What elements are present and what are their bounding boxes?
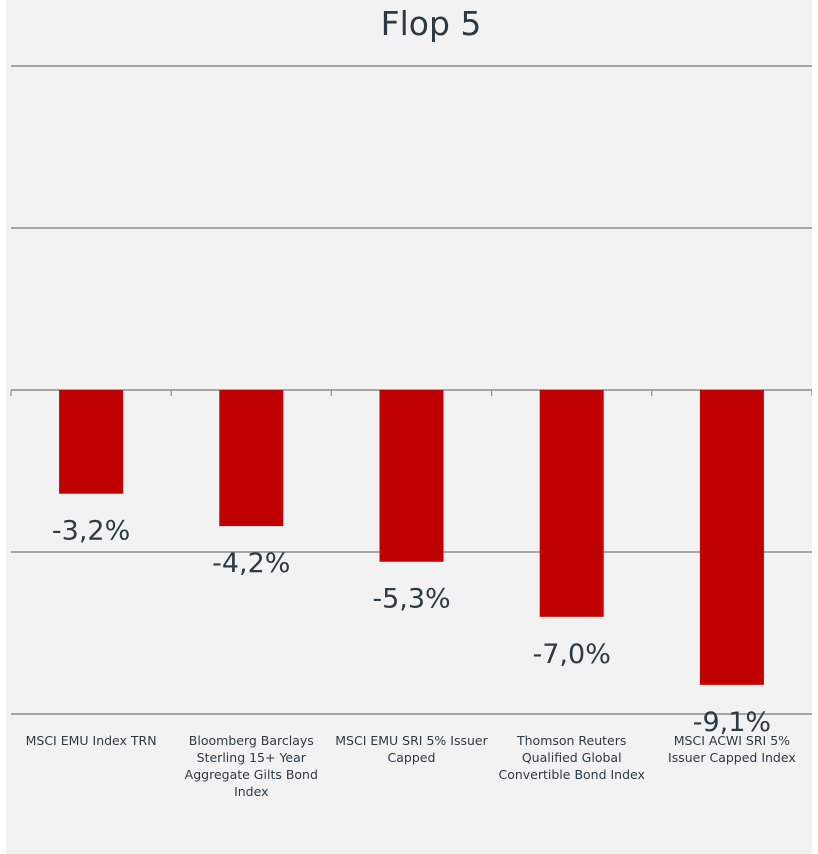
chart-svg: Flop 5 -3,2% -4,2% -5,3% -7,0% -9,1% MSCI EM… — [10, 4, 812, 799]
value-label: -4,2% — [212, 548, 290, 579]
bar — [379, 390, 444, 562]
chart-title: Flop 5 — [381, 4, 482, 43]
chart-frame: Flop 5 -3,2% -4,2% -5,3% -7,0% -9,1% MSCI EM… — [6, 0, 812, 854]
category-label: MSCI EMU SRI 5% Issuer Capped — [335, 733, 488, 765]
value-label: -5,3% — [372, 584, 450, 615]
value-labels: -3,2% -4,2% -5,3% -7,0% -9,1% — [52, 516, 771, 738]
bar — [699, 390, 764, 685]
category-label: Thomson Reuters Qualified Global Convertib… — [498, 733, 644, 782]
bar — [59, 390, 124, 494]
bars — [59, 390, 764, 685]
category-label: MSCI EMU Index TRN — [26, 733, 157, 748]
value-label: -9,1% — [693, 707, 771, 738]
value-label: -7,0% — [533, 639, 611, 670]
bar — [539, 390, 604, 617]
bar — [219, 390, 284, 527]
value-label: -3,2% — [52, 516, 130, 547]
category-label: Bloomberg Barclays Sterling 15+ Year Aggre… — [185, 733, 318, 799]
category-labels: MSCI EMU Index TRN Bloomberg Barclays Ster… — [26, 733, 796, 799]
category-label: MSCI ACWI SRI 5% Issuer Capped Index — [668, 733, 796, 765]
